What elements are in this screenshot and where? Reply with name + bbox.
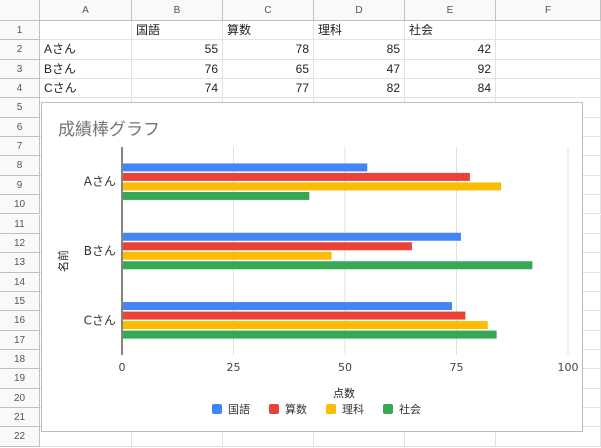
bar[interactable] (123, 302, 453, 311)
cell-b2[interactable]: 55 (132, 40, 223, 60)
cell-d2[interactable]: 85 (314, 40, 405, 60)
legend-label[interactable]: 国語 (228, 402, 250, 416)
bar[interactable] (123, 311, 466, 320)
row-header-6[interactable]: 6 (0, 117, 40, 138)
category-label: Aさん (84, 175, 116, 189)
row-header-20[interactable]: 20 (0, 388, 40, 408)
chart-title: 成績棒グラフ (58, 120, 160, 140)
cell-e2[interactable]: 42 (405, 40, 496, 60)
row-header-11[interactable]: 11 (0, 214, 40, 234)
legend-label[interactable]: 算数 (285, 402, 307, 416)
bar[interactable] (123, 261, 533, 270)
category-label: Cさん (84, 313, 116, 327)
cell-c3[interactable]: 65 (223, 59, 314, 80)
row-header-19[interactable]: 19 (0, 369, 40, 389)
chart-ylabel: 名前 (56, 250, 70, 272)
x-tick-label: 25 (227, 361, 241, 374)
row-header-2[interactable]: 2 (0, 40, 40, 60)
cell-e22[interactable] (405, 427, 496, 447)
legend-swatch (326, 404, 336, 414)
category-label: Bさん (84, 244, 116, 258)
legend-label[interactable]: 理科 (342, 402, 364, 416)
row-header-17[interactable]: 17 (0, 330, 40, 350)
legend-swatch (269, 404, 279, 414)
cell-b1[interactable]: 国語 (132, 21, 223, 41)
cell-f3[interactable] (496, 59, 601, 80)
row-header-8[interactable]: 8 (0, 156, 40, 176)
bar[interactable] (123, 163, 368, 172)
chart-xlabel: 点数 (333, 387, 355, 400)
row-header-13[interactable]: 13 (0, 253, 40, 273)
cell-e4[interactable]: 84 (405, 79, 496, 99)
legend-swatch (212, 404, 222, 414)
bar[interactable] (123, 321, 488, 330)
row-header-1[interactable]: 1 (0, 21, 40, 41)
row-header-5[interactable]: 5 (0, 98, 40, 118)
row-header-10[interactable]: 10 (0, 195, 40, 215)
cell-c1[interactable]: 算数 (223, 21, 314, 41)
column-header-c[interactable]: C (223, 0, 314, 21)
row-header-9[interactable]: 9 (0, 175, 40, 196)
cell-f1[interactable] (496, 21, 601, 41)
cell-b4[interactable]: 74 (132, 79, 223, 99)
bar[interactable] (123, 251, 332, 260)
bar[interactable] (123, 172, 470, 181)
row-header-18[interactable]: 18 (0, 349, 40, 370)
row-header-16[interactable]: 16 (0, 311, 40, 331)
cell-a2[interactable]: Aさん (40, 40, 132, 60)
cell-a22[interactable] (40, 427, 132, 447)
cell-b3[interactable]: 76 (132, 59, 223, 80)
cell-a1[interactable] (40, 21, 132, 41)
x-tick-label: 75 (450, 361, 464, 374)
cell-d1[interactable]: 理科 (314, 21, 405, 41)
cell-c4[interactable]: 77 (223, 79, 314, 99)
row-header-14[interactable]: 14 (0, 272, 40, 292)
row-header-21[interactable]: 21 (0, 408, 40, 428)
x-tick-label: 50 (338, 361, 352, 374)
cell-c2[interactable]: 78 (223, 40, 314, 60)
row-header-4[interactable]: 4 (0, 79, 40, 99)
cell-d22[interactable] (314, 427, 405, 447)
legend-swatch (383, 404, 393, 414)
row-header-12[interactable]: 12 (0, 233, 40, 254)
column-header-f[interactable]: F (496, 0, 601, 21)
x-tick-label: 0 (119, 361, 126, 374)
cell-d4[interactable]: 82 (314, 79, 405, 99)
x-tick-label: 100 (558, 361, 579, 374)
legend-label[interactable]: 社会 (399, 402, 421, 416)
cell-e1[interactable]: 社会 (405, 21, 496, 41)
row-header-3[interactable]: 3 (0, 59, 40, 80)
bar[interactable] (123, 191, 310, 200)
cell-b22[interactable] (132, 427, 223, 447)
cell-a3[interactable]: Bさん (40, 59, 132, 80)
chart-canvas: 成績棒グラフ 点数 名前 Aさん Bさん Cさん 0 25 50 75 100 国語 算数 理科… (56, 120, 579, 416)
cell-d3[interactable]: 47 (314, 59, 405, 80)
select-all-corner[interactable] (0, 0, 40, 21)
column-header-e[interactable]: E (405, 0, 496, 21)
bar[interactable] (123, 182, 502, 191)
bar[interactable] (123, 232, 461, 241)
bar[interactable] (123, 242, 412, 251)
row-header-7[interactable]: 7 (0, 137, 40, 157)
cell-e3[interactable]: 92 (405, 59, 496, 80)
column-header-b[interactable]: B (132, 0, 223, 21)
row-header-15[interactable]: 15 (0, 291, 40, 312)
row-header-22[interactable]: 22 (0, 427, 40, 447)
cell-a4[interactable]: Cさん (40, 79, 132, 99)
column-header-d[interactable]: D (314, 0, 405, 21)
cell-c22[interactable] (223, 427, 314, 447)
bar-chart[interactable]: 成績棒グラフ 点数 名前 Aさん Bさん Cさん 0 25 50 75 100 国語 算数 理科… (41, 102, 583, 432)
column-header-a[interactable]: A (40, 0, 132, 21)
bar[interactable] (123, 330, 497, 339)
cell-f4[interactable] (496, 79, 601, 99)
cell-f2[interactable] (496, 40, 601, 60)
